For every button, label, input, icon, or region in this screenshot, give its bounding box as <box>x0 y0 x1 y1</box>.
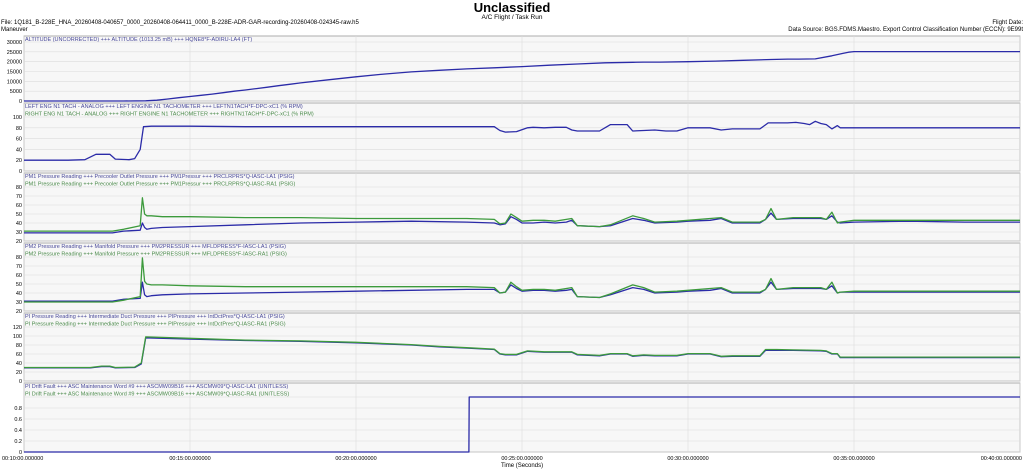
x-tick-label: 00:20:00.000000 <box>335 456 376 462</box>
panel-3-series-line-1 <box>24 212 1020 234</box>
report-title: Unclassified <box>473 0 551 15</box>
panel-3-ytick-label: 30 <box>16 230 22 236</box>
panel-4-ytick-label: 80 <box>16 255 22 261</box>
panel-6-ytick-label: 0.8 <box>14 406 22 412</box>
panel-5-ytick-label: 0 <box>19 379 22 385</box>
panel-2-ytick-label: 80 <box>16 126 22 132</box>
x-tick-label: 00:35:00.000000 <box>833 456 874 462</box>
panel-2-series-label-1: LEFT ENG N1 TACH - ANALOG +++ LEFT ENGIN… <box>25 104 303 110</box>
panel-1-ytick-label: 0 <box>19 99 22 105</box>
x-axis-label: Time (Seconds) <box>501 463 543 469</box>
x-tick-label: 00:10:00.000000 <box>2 456 43 462</box>
panel-3-ytick-label: 40 <box>16 221 22 227</box>
panel-2-ytick-label: 40 <box>16 147 22 153</box>
panel-1-series-label-1: ALTITUDE (UNCORRECTED) +++ ALTITUDE (101… <box>25 37 252 43</box>
panel-3-series-line-2 <box>24 197 1020 232</box>
panel-6-ytick-label: 0 <box>19 450 22 456</box>
panel-3-ytick-label: 70 <box>16 194 22 200</box>
panel-4-ytick-label: 70 <box>16 264 22 270</box>
flight-date-label: Flight Date: <box>992 20 1023 26</box>
x-tick-label: 00:40:00.000000 <box>981 456 1022 462</box>
panel-3-ytick-label: 20 <box>16 239 22 245</box>
panel-5-ytick-label: 20 <box>16 370 22 376</box>
panel-5-ytick-label: 120 <box>13 325 22 331</box>
panel-3-ytick-label: 80 <box>16 185 22 191</box>
panel-4-series-label-1: PM2 Pressure Reading +++ Manifold Pressu… <box>25 244 286 250</box>
x-tick-label: 00:25:00.000000 <box>501 456 542 462</box>
panel-1-ytick-label: 15000 <box>7 70 22 76</box>
panel-5-ytick-label: 80 <box>16 343 22 349</box>
panel-5-ytick-label: 100 <box>13 334 22 340</box>
panel-6-series-label-2: PI Drift Fault +++ ASC Maintenance Word … <box>25 392 289 398</box>
panel-2-ytick-label: 20 <box>16 158 22 164</box>
panel-2-series-label-2: RIGHT ENG N1 TACH - ANALOG +++ RIGHT ENG… <box>25 112 314 118</box>
panel-6-ytick-label: 0.2 <box>14 439 22 445</box>
panel-6-ytick-label: 0.4 <box>14 428 22 434</box>
panel-4-ytick-label: 30 <box>16 300 22 306</box>
panel-1-ytick-label: 20000 <box>7 60 22 66</box>
panel-3-series-label-2: PM1 Pressure Reading +++ Precooler Outle… <box>25 182 296 188</box>
panel-6-ytick-label: 0.6 <box>14 417 22 423</box>
panel-5-series-label-2: PI Pressure Reading +++ Intermediate Duc… <box>25 322 286 328</box>
panel-4-ytick-label: 20 <box>16 309 22 315</box>
panel-2-series-line-1 <box>24 120 1020 161</box>
panel-1-ytick-label: 10000 <box>7 79 22 85</box>
panel-6-series-line-1 <box>24 396 1020 453</box>
panel-1-series-line-1 <box>24 50 1020 102</box>
panel-2-ytick-label: 60 <box>16 137 22 143</box>
data-source: Data Source: BGS.FDMS.Maestro. Export Co… <box>788 27 1023 33</box>
panel-3-ytick-label: 50 <box>16 212 22 218</box>
report-subtitle: A/C Flight / Task Run <box>481 14 543 21</box>
x-tick-label: 00:30:00.000000 <box>667 456 708 462</box>
panel-3-ytick-label: 60 <box>16 203 22 209</box>
panel-4-ytick-label: 60 <box>16 273 22 279</box>
panel-1-ytick-label: 25000 <box>7 50 22 56</box>
panel-4-series-line-2 <box>24 257 1020 303</box>
panel-5-ytick-label: 40 <box>16 361 22 367</box>
panel-4-series-label-2: PM2 Pressure Reading +++ Manifold Pressu… <box>25 252 287 258</box>
panel-1-ytick-label: 5000 <box>10 89 22 95</box>
maneuver-label: Maneuver <box>1 27 28 33</box>
panel-5-series-label-1: PI Pressure Reading +++ Intermediate Duc… <box>25 314 285 320</box>
panel-2-ytick-label: 100 <box>13 115 22 121</box>
panel-4-ytick-label: 40 <box>16 291 22 297</box>
panel-6-series-label-1: PI Drift Fault +++ ASC Maintenance Word … <box>25 384 288 390</box>
file-path: File: 1Q181_B-228E_HNA_20260408-040657_0… <box>1 20 359 26</box>
panel-4-series-line-1 <box>24 281 1020 302</box>
panel-2-ytick-label: 0 <box>19 169 22 175</box>
panel-3-series-label-1: PM1 Pressure Reading +++ Precooler Outle… <box>25 174 295 180</box>
panel-1-ytick-label: 30000 <box>7 40 22 46</box>
x-tick-label: 00:15:00.000000 <box>169 456 210 462</box>
panel-4-ytick-label: 50 <box>16 282 22 288</box>
panel-5-series-line-2 <box>24 336 1020 369</box>
panel-5-ytick-label: 60 <box>16 352 22 358</box>
